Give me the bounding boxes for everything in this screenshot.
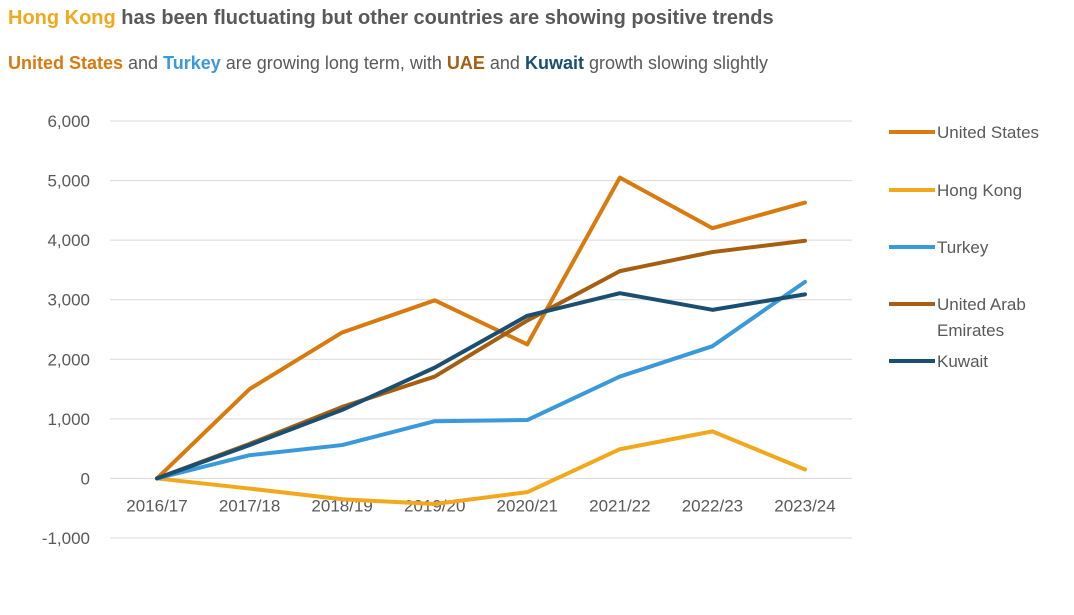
y-tick-label: -1,000 [42, 529, 90, 548]
legend-item-united-states: United States [889, 123, 1039, 142]
legend: United States Hong Kong Turkey United Arab E… [889, 123, 1039, 371]
legend-label: Kuwait [937, 352, 988, 371]
y-tick-label: 3,000 [47, 291, 90, 310]
x-tick-label: 2016/17 [126, 496, 187, 515]
y-tick-label: 4,000 [47, 231, 90, 250]
title-highlight: Hong Kong [8, 7, 116, 29]
series-line-united-states [155, 175, 807, 481]
y-tick-label: 0 [81, 469, 90, 488]
subtitle-part: Kuwait [524, 53, 584, 73]
legend-label: United Arab Emirates [937, 295, 1026, 340]
chart-subtitle: United States and Turkey are growing lon… [8, 50, 808, 76]
subtitle-part: United States [8, 53, 124, 73]
subtitle-part: growth slowing slightly [583, 53, 769, 73]
x-tick-label: 2022/23 [682, 496, 743, 515]
legend-item-united-arab-emirates: United Arab Emirates [889, 295, 1026, 340]
legend-item-hong-kong: Hong Kong [889, 181, 1022, 200]
subtitle-part: and [484, 53, 525, 73]
x-tick-label: 2021/22 [589, 496, 650, 515]
subtitle-part: are growing long term, with [220, 53, 447, 73]
legend-item-kuwait: Kuwait [889, 352, 988, 371]
gridlines [110, 120, 852, 539]
y-tick-label: 2,000 [47, 350, 90, 369]
y-axis: -1,000 0 1,000 2,000 3,000 4,000 5,000 6,000 [42, 112, 90, 548]
x-tick-label: 2017/18 [219, 496, 280, 515]
y-tick-label: 6,000 [47, 112, 90, 131]
x-tick-label: 2023/24 [774, 496, 835, 515]
series-line-hong-kong [155, 429, 807, 507]
y-tick-label: 5,000 [47, 172, 90, 191]
x-tick-label: 2020/21 [497, 496, 558, 515]
subtitle-part: UAE [446, 53, 485, 73]
chart-title: Hong Kong has been fluctuating but other… [8, 7, 774, 30]
series-line-kuwait [155, 291, 807, 481]
legend-label: Hong Kong [937, 181, 1022, 200]
legend-label: United States [937, 123, 1039, 142]
series-line-turkey [155, 279, 807, 481]
subtitle-part: Turkey [163, 53, 221, 73]
subtitle-part: and [123, 53, 164, 73]
y-tick-label: 1,000 [47, 410, 90, 429]
series-lines [155, 175, 807, 507]
legend-label: Turkey [937, 238, 989, 257]
title-rest: has been fluctuating but other countries… [115, 7, 774, 29]
legend-item-turkey: Turkey [889, 238, 989, 257]
